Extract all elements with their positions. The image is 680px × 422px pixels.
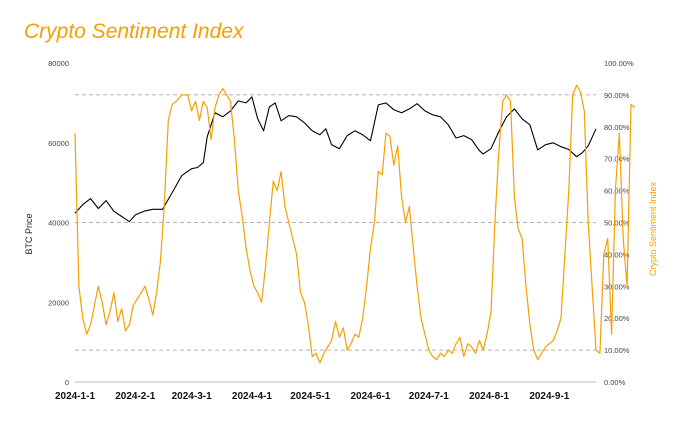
right-tick-label: 90.00% (604, 91, 630, 100)
right-tick-label: 10.00% (604, 346, 630, 355)
sentiment-index-line (74, 84, 636, 364)
x-tick-label: 2024-5-1 (290, 391, 330, 402)
btc-price-line (74, 96, 597, 223)
left-tick-label: 0 (65, 378, 69, 387)
reference-lines (75, 94, 596, 383)
right-tick-label: 40.00% (604, 250, 630, 259)
right-tick-label: 0.00% (604, 378, 626, 387)
right-tick-label: 30.00% (604, 282, 630, 291)
x-tick-label: 2024-1-1 (55, 391, 95, 402)
right-tick-label: 50.00% (604, 219, 630, 228)
right-tick-label: 100.00% (604, 59, 634, 68)
x-tick-label: 2024-8-1 (469, 391, 509, 402)
x-tick-label: 2024-4-1 (232, 391, 272, 402)
series-lines (74, 84, 636, 364)
x-tick-label: 2024-9-1 (529, 391, 569, 402)
y-axis-label-right: Crypto Sentiment Index (648, 181, 658, 276)
left-tick-label: 80000 (48, 59, 69, 68)
right-tick-label: 70.00% (604, 155, 630, 164)
x-tick-label: 2024-2-1 (115, 391, 155, 402)
x-axis-ticks: 2024-1-1 2024-2-1 2024-3-1 2024-4-1 2024-5-1… (55, 391, 570, 402)
y-axis-label-left: BTC Price (24, 213, 34, 254)
right-tick-label: 60.00% (604, 187, 630, 196)
x-tick-label: 2024-6-1 (350, 391, 390, 402)
x-tick-label: 2024-3-1 (172, 391, 212, 402)
left-tick-label: 20000 (48, 298, 69, 307)
left-tick-label: 60000 (48, 139, 69, 148)
chart-title: Crypto Sentiment Index (24, 20, 244, 43)
right-axis-ticks: 0.00% 10.00% 20.00% 30.00% 40.00% 50.00% 60.00… (604, 59, 634, 387)
x-tick-label: 2024-7-1 (409, 391, 449, 402)
right-tick-label: 80.00% (604, 123, 630, 132)
left-tick-label: 40000 (48, 219, 69, 228)
left-axis-ticks: 0 20000 40000 60000 80000 (48, 59, 69, 387)
right-tick-label: 20.00% (604, 314, 630, 323)
